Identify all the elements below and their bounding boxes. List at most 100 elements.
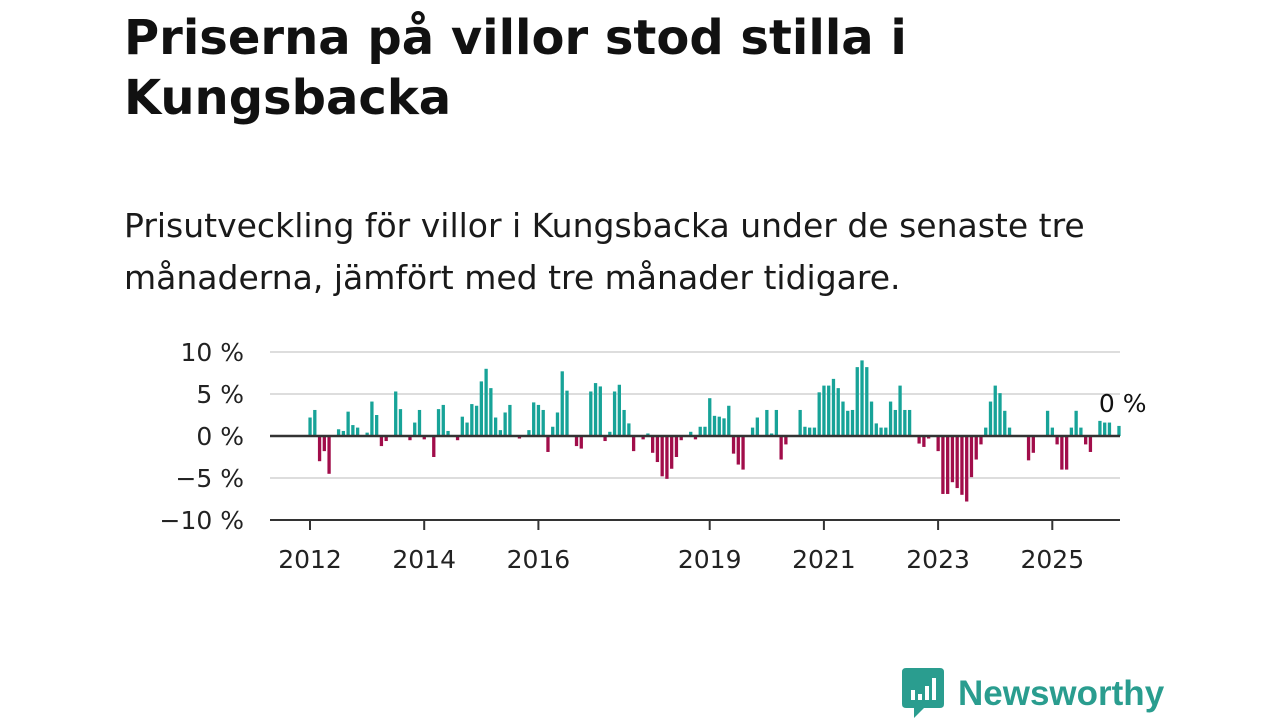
bar <box>612 391 617 436</box>
bar <box>474 405 479 436</box>
bar <box>1079 427 1083 436</box>
bar <box>1050 427 1054 436</box>
y-tick-label: −5 % <box>175 464 244 493</box>
bar <box>351 425 355 436</box>
bar <box>884 427 888 436</box>
bar <box>498 430 503 436</box>
bar <box>465 422 469 436</box>
x-tick-label: 2023 <box>906 545 970 574</box>
y-tick-labels: 10 % 5 % 0 % −5 % −10 % <box>160 338 244 535</box>
bar <box>703 426 707 436</box>
bar <box>508 404 512 436</box>
bar <box>984 427 988 436</box>
bar <box>969 436 974 478</box>
bar <box>627 423 631 436</box>
bar <box>926 436 931 439</box>
bar <box>717 416 721 436</box>
bar <box>460 416 464 436</box>
bar-chart: 10 % 5 % 0 % −5 % −10 % 2012 2014 2016 2019 2021… <box>160 338 1147 574</box>
bar <box>674 436 679 457</box>
bar <box>803 426 807 436</box>
bar <box>527 430 531 436</box>
bar <box>384 436 388 442</box>
bar <box>1055 436 1059 445</box>
bar <box>731 436 736 454</box>
bar <box>1107 422 1112 436</box>
bar <box>565 390 569 436</box>
bar <box>1060 436 1064 470</box>
bar <box>398 409 403 436</box>
bar <box>960 436 964 495</box>
bar <box>532 402 536 436</box>
bar <box>375 415 379 436</box>
bar <box>493 417 498 436</box>
bar <box>974 436 978 460</box>
bar <box>712 415 717 436</box>
bar <box>370 401 374 436</box>
bar <box>413 422 417 436</box>
bar <box>755 417 759 436</box>
bar <box>517 436 522 439</box>
bar <box>670 436 674 469</box>
bar <box>555 412 560 436</box>
bar <box>727 405 731 436</box>
bar <box>979 436 983 445</box>
y-tick-label: 10 % <box>180 338 244 367</box>
brand-name: Newsworthy <box>958 674 1165 713</box>
bar <box>888 401 893 436</box>
bar <box>855 367 859 436</box>
bar <box>322 436 326 452</box>
bar <box>922 436 926 447</box>
bar <box>441 404 445 436</box>
bar <box>741 436 745 470</box>
bar <box>1103 422 1107 436</box>
y-tick-label: 5 % <box>196 380 244 409</box>
bar <box>689 431 693 436</box>
bar <box>651 436 655 453</box>
bar <box>708 398 712 436</box>
x-tick-label: 2014 <box>392 545 456 574</box>
bar <box>355 427 360 436</box>
bar <box>1045 410 1050 436</box>
bar <box>665 436 669 479</box>
chart-title: Priserna på villor stod stilla i Kungsba… <box>124 10 907 126</box>
bar <box>722 418 726 436</box>
bar <box>869 401 874 436</box>
bar <box>1069 427 1074 436</box>
bar <box>1064 436 1069 470</box>
newsworthy-logo-icon <box>902 668 944 718</box>
bar <box>408 436 412 441</box>
bar <box>541 409 545 436</box>
bar <box>898 385 902 436</box>
bar <box>822 385 826 436</box>
bar <box>841 401 845 436</box>
bar <box>551 426 555 436</box>
bar <box>1098 420 1102 436</box>
bar <box>346 411 350 436</box>
bar <box>574 436 579 447</box>
bar <box>646 433 650 436</box>
x-ticks <box>309 520 1054 530</box>
bar <box>955 436 959 489</box>
bar <box>489 388 493 436</box>
bar <box>917 436 921 444</box>
bar <box>536 404 541 436</box>
bar <box>774 409 779 436</box>
x-tick-label: 2025 <box>1020 545 1084 574</box>
bar <box>617 384 621 436</box>
x-tick-label: 2019 <box>678 545 742 574</box>
bar <box>808 427 812 436</box>
bar <box>817 392 821 436</box>
bar <box>1084 436 1088 445</box>
bar <box>936 436 940 452</box>
bar <box>893 409 897 436</box>
bar <box>417 409 422 436</box>
bar <box>1088 436 1093 452</box>
y-tick-label: −10 % <box>160 506 244 535</box>
bar <box>660 436 664 477</box>
bar <box>1003 410 1007 436</box>
bar <box>379 436 384 447</box>
bar <box>988 401 993 436</box>
bar <box>593 383 598 436</box>
bar <box>769 433 774 436</box>
